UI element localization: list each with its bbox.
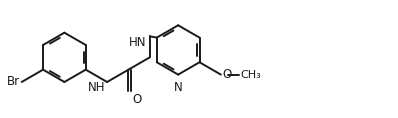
- Text: NH: NH: [88, 81, 105, 94]
- Text: N: N: [174, 81, 183, 94]
- Text: CH₃: CH₃: [240, 70, 261, 80]
- Text: HN: HN: [129, 36, 146, 49]
- Text: Br: Br: [7, 76, 20, 88]
- Text: O: O: [133, 93, 142, 106]
- Text: O: O: [222, 68, 232, 81]
